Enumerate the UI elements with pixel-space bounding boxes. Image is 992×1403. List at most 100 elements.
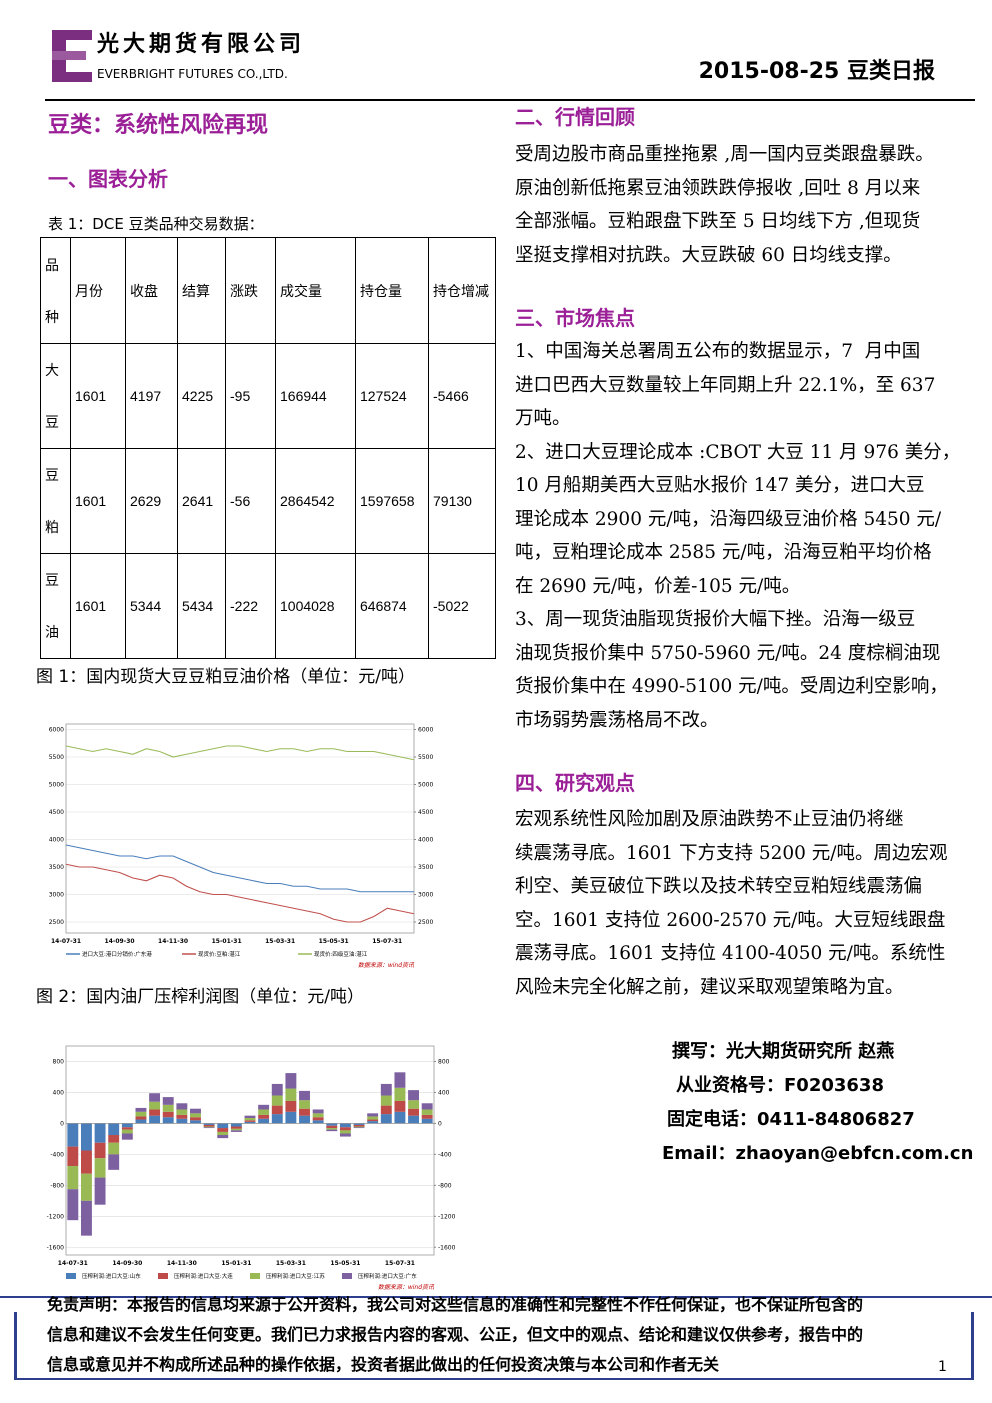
legend-label: 现货价:四级豆油:湛江 <box>314 950 368 958</box>
table-cell: 2641 <box>177 448 226 554</box>
bar-segment <box>394 1087 406 1101</box>
bar-segment <box>367 1113 379 1117</box>
table-cell: 品种 <box>40 237 71 344</box>
bar-segment <box>353 1124 365 1127</box>
company-cn: 光大期货有限公司 <box>97 31 306 57</box>
bar-segment <box>149 1109 161 1116</box>
bar-segment <box>108 1154 120 1170</box>
table-cell: 豆粕 <box>40 448 71 554</box>
y-tick-label: 3500 <box>49 864 64 871</box>
bar-segment <box>353 1126 365 1128</box>
bar-segment <box>326 1125 338 1129</box>
table-cell: -222 <box>225 553 276 659</box>
x-tick-label: 15-01-31 <box>221 1260 251 1267</box>
bar-segment <box>367 1116 379 1120</box>
y2-tick-label: -1200 <box>438 1213 456 1220</box>
table-cell: 收盘 <box>125 237 178 344</box>
bar-segment <box>217 1128 229 1132</box>
x-tick-label: 15-05-31 <box>319 938 349 945</box>
bar-segment <box>176 1103 188 1110</box>
paragraph-line: 2、进口大豆理论成本 :CBOT 大豆 11 月 976 美分， <box>515 441 961 463</box>
line-series <box>65 745 415 761</box>
table-cell: 1601 <box>70 448 126 554</box>
bar-segment <box>353 1123 365 1125</box>
bar-segment <box>149 1101 161 1110</box>
table-cell: 月份 <box>70 237 126 344</box>
disclaimer-line: 信息和建议不会发生任何变更。我们已力求报告内容的客观、公正，但文中的观点、结论和… <box>47 1325 864 1344</box>
line-series <box>65 844 414 893</box>
y2-tick-label: 2500 <box>418 919 433 926</box>
x-tick-label: 14-11-30 <box>158 938 188 945</box>
header-rule <box>45 99 975 101</box>
bar-segment <box>408 1100 420 1109</box>
bar-segment <box>408 1108 420 1116</box>
y-tick-label: -800 <box>50 1182 64 1189</box>
paragraph-line: 1、中国海关总署周五公布的数据显示，7 月中国 <box>515 341 921 362</box>
bar-segment <box>162 1117 174 1124</box>
legend-label: 现货价:豆粕:湛江 <box>198 950 241 958</box>
bar-segment <box>326 1128 338 1130</box>
y2-tick-label: 0 <box>438 1120 442 1127</box>
y-tick-label: 4500 <box>49 809 64 816</box>
bar-segment <box>230 1123 242 1127</box>
table-cell: 2864542 <box>275 448 356 554</box>
bar-segment <box>217 1135 229 1139</box>
y2-tick-label: -400 <box>438 1151 452 1158</box>
y2-tick-label: 5000 <box>418 782 433 789</box>
y-tick-label: 3000 <box>49 892 64 899</box>
bar-segment <box>135 1116 147 1120</box>
legend-swatch <box>66 1273 76 1279</box>
bar-segment <box>285 1073 297 1089</box>
bar-segment <box>162 1111 174 1118</box>
x-tick-label: 14-07-31 <box>51 938 81 945</box>
bar-segment <box>135 1111 147 1117</box>
bar-segment <box>408 1090 420 1101</box>
bar-segment <box>135 1107 147 1112</box>
table-cell: 持仓量 <box>355 237 429 344</box>
table-cell: -56 <box>225 448 276 554</box>
bar-segment <box>326 1123 338 1126</box>
bar-segment <box>394 1072 406 1088</box>
bar-segment <box>353 1127 365 1129</box>
logo <box>52 30 92 82</box>
bar-segment <box>176 1118 188 1124</box>
y2-tick-label: 3500 <box>418 864 433 871</box>
plot-frame <box>65 1045 435 1256</box>
author-line: Email：zhaoyan@ebfcn.com.cn <box>662 1143 974 1164</box>
y2-tick-label: 4000 <box>418 837 433 844</box>
bar-segment <box>108 1142 120 1155</box>
paragraph-line: 3、周一现货油脂现货报价大幅下挫。沿海一级豆 <box>515 609 916 630</box>
bar-segment <box>394 1111 406 1124</box>
bar-segment <box>339 1123 351 1128</box>
bar-segment <box>80 1150 92 1174</box>
section-heading: 四、研究观点 <box>515 771 635 795</box>
table-cell: 5434 <box>177 553 226 659</box>
figure-caption: 图 2：国内油厂压榨利润图（单位：元/吨） <box>36 987 364 1007</box>
table-cell: 成交量 <box>275 237 356 344</box>
legend-swatch <box>342 1273 352 1279</box>
bar-segment <box>244 1117 256 1121</box>
bar-segment <box>203 1127 215 1129</box>
table-cell: 2629 <box>125 448 178 554</box>
figure-caption: 图 1：国内现货大豆豆粕豆油价格（单位：元/吨） <box>36 667 415 687</box>
y2-tick-label: -800 <box>438 1182 452 1189</box>
bar-segment <box>121 1129 133 1134</box>
bar-segment <box>80 1200 92 1236</box>
bar-segment <box>408 1115 420 1124</box>
source-note: 数据来源：wind资讯 <box>378 1283 435 1291</box>
section-heading: 三、市场焦点 <box>515 306 635 330</box>
table-cell: 1597658 <box>355 448 429 554</box>
table-cell: 646874 <box>355 553 429 659</box>
section-heading: 二、行情回顾 <box>515 105 635 129</box>
line-series <box>65 863 415 923</box>
paragraph-line: 油现货报价集中 5750-5960 元/吨。24 度棕榈油现 <box>515 642 941 664</box>
bar-segment <box>394 1100 406 1112</box>
y-tick-label: 6000 <box>49 727 64 734</box>
bar-segment <box>176 1109 188 1115</box>
paragraph-line: 空。1601 支持位 2600-2570 元/吨。大豆短线跟盘 <box>515 909 946 931</box>
y-tick-label: -1600 <box>47 1244 65 1251</box>
bar-segment <box>203 1126 215 1128</box>
table-cell: 4197 <box>125 343 178 449</box>
author-line: 固定电话：0411-84806827 <box>667 1109 915 1130</box>
y2-tick-label: 4500 <box>418 809 433 816</box>
